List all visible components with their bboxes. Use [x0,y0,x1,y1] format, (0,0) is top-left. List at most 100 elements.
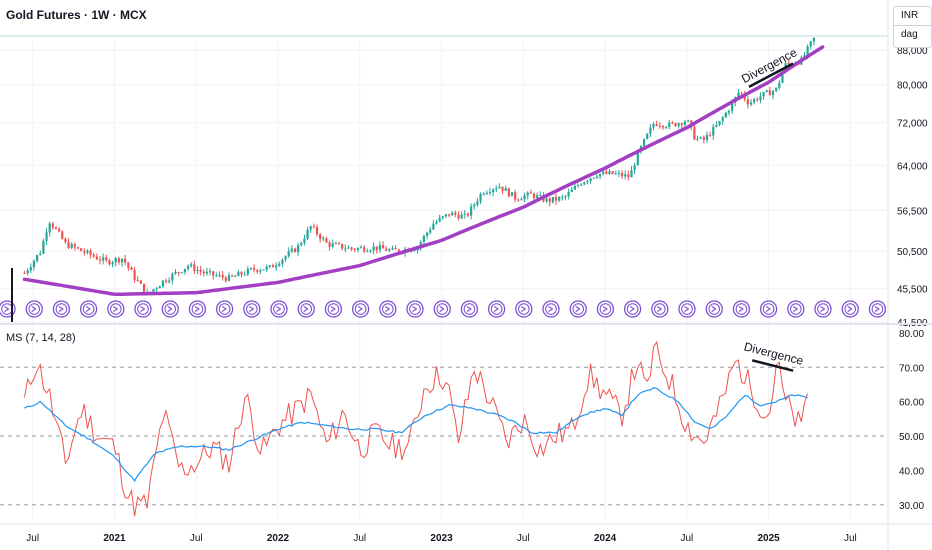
event-marker-icon[interactable] [569,300,587,318]
x-tick-label: 2021 [103,533,126,544]
event-marker-icon[interactable] [705,300,723,318]
candle [529,189,532,194]
event-marker-icon[interactable] [787,300,805,318]
candle [447,214,451,218]
event-marker-icon[interactable] [243,300,261,318]
event-marker-icon[interactable] [351,300,370,318]
candle [300,241,303,247]
event-marker-icon[interactable] [188,300,207,318]
divergence-line-osc [751,359,794,372]
event-glyph [521,306,527,312]
event-marker-icon[interactable] [732,300,751,318]
event-marker-icon[interactable] [270,300,288,318]
event-marker-icon[interactable] [868,300,887,318]
event-inner [436,303,449,315]
event-inner [626,303,639,315]
currency-unit-box[interactable]: INR dag [893,6,932,48]
candle [344,244,347,253]
candle [642,138,646,147]
event-marker-icon[interactable] [297,300,315,318]
candle [309,225,312,233]
event-marker-icon[interactable] [596,300,615,318]
event-marker-icon[interactable] [651,300,669,318]
candle [576,183,580,188]
candle [356,247,359,253]
event-marker-icon[interactable] [841,300,859,318]
event-marker-icon[interactable] [25,300,43,318]
candle-body [190,264,193,267]
candle-body [366,251,369,253]
event-inner [382,303,394,315]
divergence-line-price [748,62,794,88]
candle [23,270,26,275]
event-marker-icon[interactable] [487,300,506,318]
event-marker-icon[interactable] [379,300,397,318]
event-marker-icon[interactable] [134,300,152,318]
candle [322,236,325,242]
event-marker-icon[interactable] [161,300,179,318]
candle [683,119,687,128]
event-marker-icon[interactable] [460,300,479,318]
event-marker-icon[interactable] [79,300,98,318]
event-marker-icon[interactable] [433,300,451,318]
event-glyph [629,306,636,312]
candle [290,245,293,254]
candle-body [699,137,702,139]
event-glyph [31,306,37,312]
candle-body [558,197,561,201]
event-marker-icon[interactable] [623,300,642,318]
event-glyph [276,306,282,312]
candle-body [642,139,646,147]
event-marker-icon[interactable] [678,300,696,318]
event-inner [817,303,829,315]
candle [646,133,649,140]
candle-body [237,271,240,276]
candle-body [425,232,429,236]
candle-body [114,258,117,263]
candle-body [105,257,108,261]
candle [180,271,183,274]
candle [532,192,536,201]
event-marker-icon[interactable] [107,300,125,318]
candle [501,186,504,195]
candle [470,203,473,220]
candle [715,120,718,128]
candle-body [249,268,253,270]
event-marker-icon[interactable] [814,300,832,318]
candle-body [152,289,155,292]
candle-body [32,260,36,268]
candle-body [608,171,611,174]
candle-body [161,280,165,287]
symbol-title[interactable]: Gold Futures · 1W · MCX [6,8,147,22]
event-marker-icon[interactable] [406,300,424,318]
unit-label[interactable]: dag [894,25,931,40]
event-marker-icon[interactable] [324,300,343,318]
event-marker-icon[interactable] [542,300,560,318]
candle-body [630,170,633,178]
event-inner [191,303,204,315]
event-glyph [548,306,554,312]
candle-body [422,235,426,243]
candle-body [649,127,652,134]
event-inner [327,303,340,315]
event-glyph [85,306,92,312]
candle [29,263,32,274]
event-marker-icon[interactable] [52,300,71,318]
candle [117,256,120,265]
event-marker-icon[interactable] [759,300,778,318]
currency-label[interactable]: INR [901,10,919,21]
event-glyph [575,306,581,312]
candle [108,258,111,266]
event-marker-icon[interactable] [515,300,533,318]
candle [221,271,224,281]
candle [158,285,161,289]
candle [347,245,350,249]
indicator-title[interactable]: MS (7, 14, 28) [6,332,76,344]
candle-body [356,248,359,250]
event-marker-icon[interactable] [215,300,234,318]
candle-body [447,214,451,216]
candle [378,241,382,254]
candle [498,183,501,189]
candle-body [58,228,61,232]
